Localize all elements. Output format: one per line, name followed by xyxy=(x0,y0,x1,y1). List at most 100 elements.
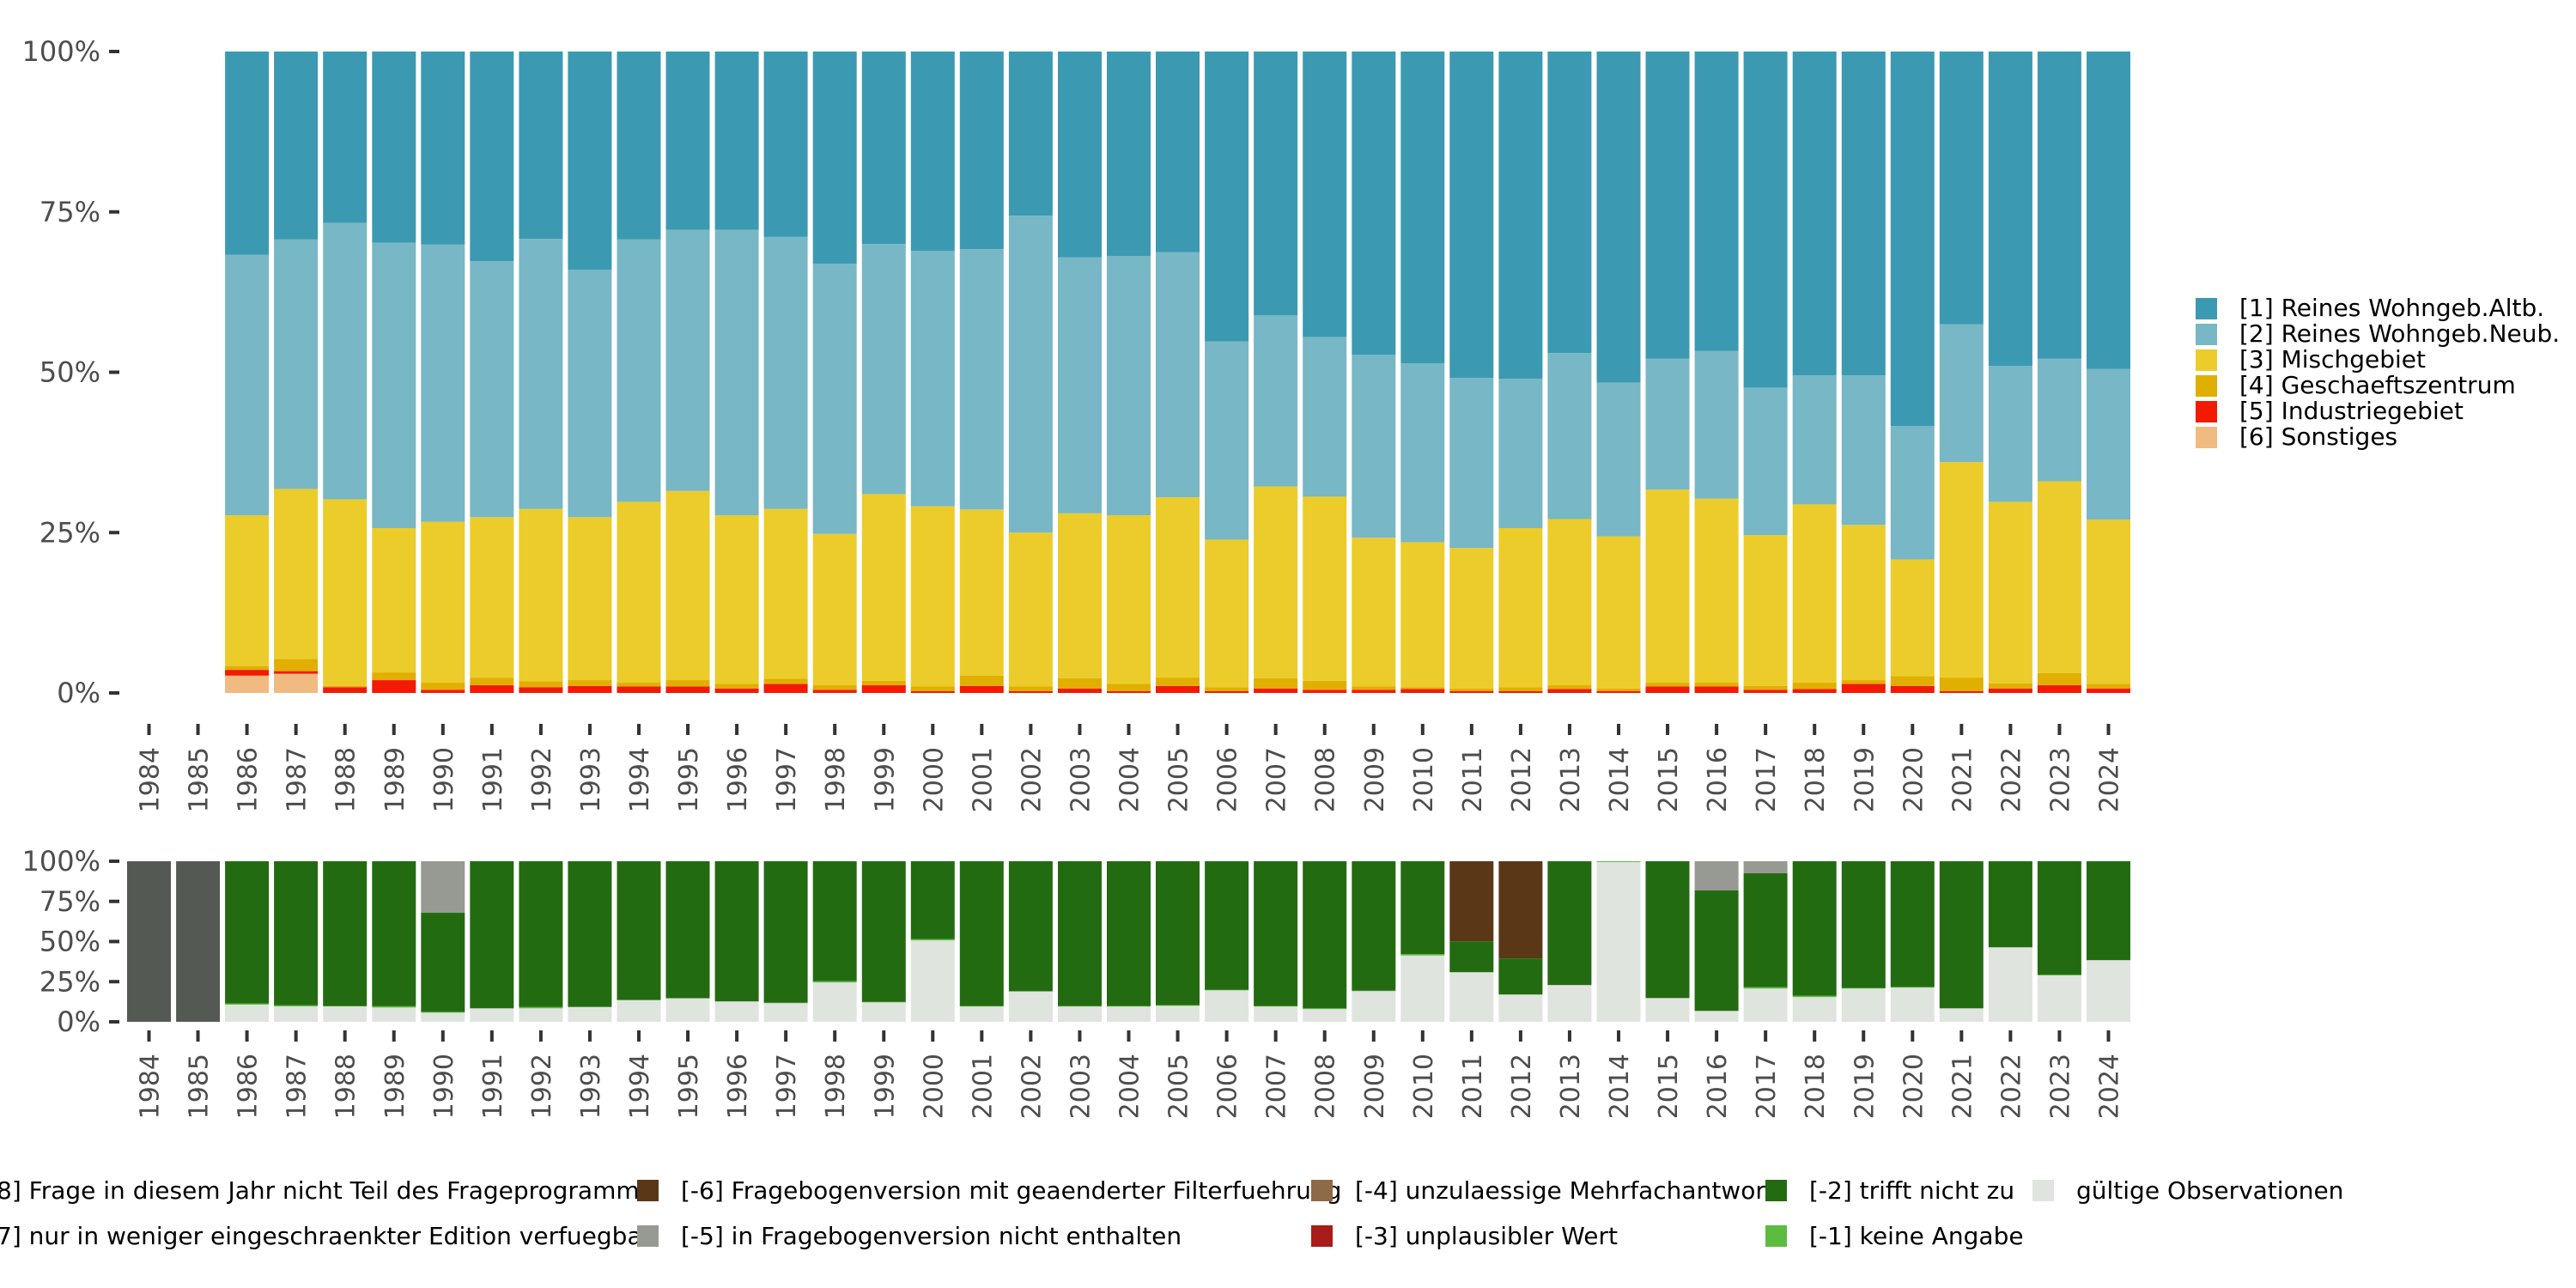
legend-swatch xyxy=(2196,324,2217,345)
bar-segment xyxy=(1841,988,1886,1022)
bar-segment xyxy=(714,229,759,516)
bar-segment xyxy=(2087,368,2130,520)
bar-segment xyxy=(1205,52,1249,342)
bar-2018 xyxy=(1792,52,1837,693)
bar-segment xyxy=(617,239,661,502)
bar-segment xyxy=(1156,1005,1200,1022)
bar-segment xyxy=(812,861,857,981)
bar-segment xyxy=(1352,355,1396,538)
bar-segment xyxy=(1449,688,1494,691)
bar-segment xyxy=(1890,426,1935,560)
bar-1990 xyxy=(421,52,465,693)
x-tick-label: 2003 xyxy=(1066,1054,1096,1119)
bar-segment xyxy=(617,861,661,1000)
bar-segment xyxy=(1988,366,2032,502)
bar-segment xyxy=(763,236,808,509)
x-tick-label: 2017 xyxy=(1752,747,1782,812)
bar-segment xyxy=(568,685,612,693)
bar-segment xyxy=(1058,513,1102,678)
bar-2005 xyxy=(1156,861,1200,1022)
bar-segment xyxy=(1890,559,1935,677)
bar-segment xyxy=(1596,52,1641,383)
y-tick-label: 25% xyxy=(39,965,100,998)
bar-segment xyxy=(519,1006,563,1009)
x-tick-label: 2012 xyxy=(1507,747,1537,812)
bar-segment xyxy=(1205,690,1249,693)
bar-segment xyxy=(1156,861,1200,1005)
bar-segment xyxy=(617,686,661,693)
bar-segment xyxy=(176,861,221,1022)
bar-1992 xyxy=(519,861,563,1022)
bar-segment xyxy=(1352,990,1396,992)
bar-segment xyxy=(1156,685,1200,693)
bar-segment xyxy=(1547,861,1592,986)
bar-2006 xyxy=(1205,861,1249,1022)
bar-segment xyxy=(225,665,270,671)
bar-segment xyxy=(1694,52,1739,351)
x-tick-label: 1992 xyxy=(527,747,557,812)
bar-segment xyxy=(1449,378,1494,549)
bar-segment xyxy=(1107,256,1151,516)
bar-segment xyxy=(568,52,612,270)
bar-2013 xyxy=(1547,52,1592,693)
bar-segment xyxy=(1743,987,1788,989)
bar-segment xyxy=(617,52,661,240)
bar-2024 xyxy=(2087,861,2130,1022)
bar-segment xyxy=(1841,680,1886,684)
x-tick-label: 2023 xyxy=(2045,747,2075,812)
bar-segment xyxy=(1939,861,1984,1009)
x-tick-label: 2007 xyxy=(1262,1054,1292,1119)
bar-segment xyxy=(1939,52,1984,325)
bar-segment xyxy=(1743,690,1788,693)
x-tick-label: 1998 xyxy=(821,1054,851,1119)
bar-segment xyxy=(323,52,368,223)
bar-segment xyxy=(1107,683,1151,691)
legend-label: [2] Reines Wohngeb.Neub. xyxy=(2239,319,2560,348)
bar-segment xyxy=(470,517,514,678)
x-tick-label: 2004 xyxy=(1115,1054,1145,1119)
bar-segment xyxy=(1988,52,2032,367)
x-tick-label: 1986 xyxy=(234,747,264,812)
x-tick-label: 2018 xyxy=(1801,747,1831,812)
bar-1986 xyxy=(225,861,270,1022)
bar-1999 xyxy=(861,861,906,1022)
y-tick-label: 100% xyxy=(22,35,100,68)
bar-segment xyxy=(665,998,710,999)
x-tick-label: 1986 xyxy=(234,1054,264,1119)
bar-segment xyxy=(665,686,710,693)
bar-segment xyxy=(959,1006,1004,1022)
bar-2008 xyxy=(1303,52,1347,693)
bar-segment xyxy=(714,688,759,693)
legend-swatch xyxy=(1765,1180,1787,1201)
bar-2009 xyxy=(1352,861,1396,1022)
bar-1989 xyxy=(372,861,416,1022)
x-tick-label: 1995 xyxy=(674,1054,704,1119)
bar-segment xyxy=(372,1005,416,1008)
legend-swatch xyxy=(2196,427,2217,448)
bar-segment xyxy=(665,52,710,230)
y-tick-label: 100% xyxy=(22,845,100,878)
x-tick-label: 1992 xyxy=(527,1054,557,1119)
bar-1999 xyxy=(861,52,906,693)
bar-2009 xyxy=(1352,52,1396,693)
bar-segment xyxy=(2037,685,2081,693)
bar-1987 xyxy=(274,52,319,693)
bar-segment xyxy=(1939,677,1984,691)
bar-segment xyxy=(323,1006,368,1022)
bar-segment xyxy=(1254,677,1298,689)
bar-segment xyxy=(519,681,563,688)
bar-segment xyxy=(763,1002,808,1004)
bar-segment xyxy=(1058,688,1102,693)
legend-swatch xyxy=(637,1225,659,1247)
bar-segment xyxy=(323,687,368,693)
bar-2000 xyxy=(910,861,955,1022)
x-tick-label: 1984 xyxy=(136,747,166,812)
bar-segment xyxy=(861,244,906,495)
bar-segment xyxy=(1107,1005,1151,1007)
bar-1997 xyxy=(763,52,808,693)
bar-segment xyxy=(1156,677,1200,686)
bar-segment xyxy=(1254,1005,1298,1007)
legend-label: [3] Mischgebiet xyxy=(2239,345,2426,374)
x-tick-label: 1985 xyxy=(185,1054,215,1119)
bar-1994 xyxy=(617,52,661,693)
